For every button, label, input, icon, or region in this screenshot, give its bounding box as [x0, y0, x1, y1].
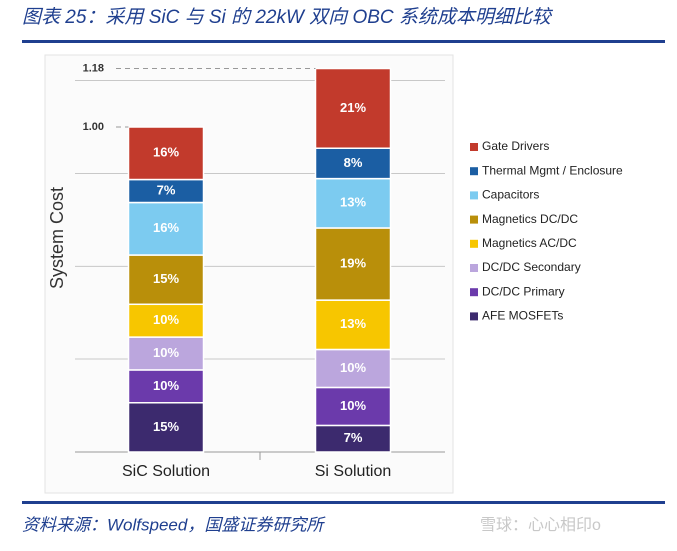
bar-segment — [127, 369, 205, 404]
legend-swatch — [470, 167, 478, 176]
legend-label: Capacitors — [482, 188, 539, 202]
bar-segment — [127, 126, 205, 181]
source: 资料来源：Wolfspeed，国盛证券研究所 — [22, 515, 326, 534]
bar-segment — [314, 348, 392, 389]
legend-label: AFE MOSFETs — [482, 309, 563, 323]
bar-segment — [127, 336, 205, 371]
legend-swatch — [470, 143, 478, 151]
segment-label: 7% — [157, 182, 176, 197]
bar-segment — [127, 201, 205, 256]
plot-panel — [44, 54, 454, 494]
bar-segment — [314, 227, 392, 301]
x-tick-label: Si Solution — [315, 463, 392, 480]
y-tick-label: 1.00 — [83, 121, 104, 133]
segment-label: 19% — [340, 255, 366, 270]
segment-label: 13% — [340, 316, 366, 331]
footer-rule — [22, 501, 665, 504]
legend-swatch — [470, 288, 478, 297]
legend-swatch — [470, 239, 478, 248]
x-tick-label: SiC Solution — [122, 463, 210, 480]
segment-label: 16% — [153, 145, 179, 160]
legend-swatch — [470, 191, 478, 200]
segment-label: 10% — [153, 312, 179, 327]
segment-label: 21% — [340, 100, 366, 115]
bar-segment — [127, 254, 205, 306]
y-tick-label: 1.18 — [83, 62, 104, 74]
segment-label: 7% — [344, 430, 363, 445]
legend-swatch — [470, 215, 478, 224]
bar-segment — [314, 147, 392, 180]
legend-label: Magnetics DC/DC — [482, 212, 578, 226]
segment-label: 15% — [153, 419, 179, 434]
y-axis-label: System Cost — [47, 187, 67, 289]
header-rule — [22, 40, 665, 43]
legend-label: Thermal Mgmt / Enclosure — [482, 163, 623, 177]
bar-segment — [314, 424, 392, 453]
bar-segment — [127, 402, 205, 453]
legend-label: Magnetics AC/DC — [482, 236, 577, 250]
bar-segment — [314, 386, 392, 427]
segment-label: 15% — [153, 271, 179, 286]
legend-label: DC/DC Secondary — [482, 260, 581, 274]
legend-swatch — [470, 312, 478, 321]
segment-label: 13% — [340, 195, 366, 210]
watermark: 雪球：心心相印o — [480, 516, 601, 534]
segment-label: 10% — [153, 378, 179, 393]
segment-label: 16% — [153, 220, 179, 235]
segment-label: 10% — [340, 398, 366, 413]
legend-swatch — [470, 264, 478, 272]
legend-label: Gate Drivers — [482, 139, 549, 153]
segment-label: 8% — [344, 155, 363, 170]
bar-segment — [314, 67, 392, 149]
title: 图表 25：采用 SiC 与 Si 的 22kW 双向 OBC 系统成本明细比较 — [22, 6, 554, 28]
segment-label: 10% — [340, 360, 366, 375]
segment-label: 10% — [153, 345, 179, 360]
legend-label: DC/DC Primary — [482, 284, 565, 298]
